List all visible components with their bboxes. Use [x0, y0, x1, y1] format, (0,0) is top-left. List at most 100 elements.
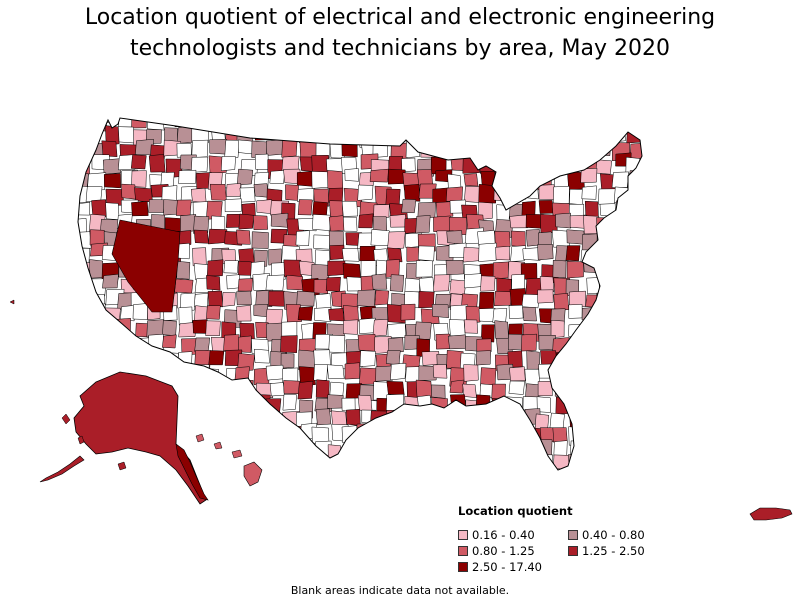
area-region-504 — [596, 292, 613, 308]
area-region-659 — [583, 349, 601, 368]
area-region-231 — [598, 188, 616, 206]
area-region-37 — [612, 118, 627, 134]
area-region-178 — [387, 168, 406, 185]
area-region-150 — [550, 159, 569, 174]
legend-title: Location quotient — [458, 504, 573, 518]
area-region-195 — [642, 175, 657, 189]
area-region-112 — [568, 144, 587, 161]
area-region-140 — [401, 157, 416, 173]
area-region-109 — [524, 139, 540, 158]
area-region-468 — [646, 278, 661, 294]
area-region-856 — [612, 425, 629, 440]
area-region-544 — [611, 305, 630, 323]
area-region-35 — [585, 118, 603, 129]
area-region-9 — [194, 118, 213, 128]
area-region-297 — [415, 215, 431, 234]
area-region-622 — [616, 339, 633, 357]
area-region-168 — [236, 168, 254, 186]
area-region-251 — [312, 201, 328, 217]
area-region-685 — [390, 363, 407, 381]
area-region-664 — [78, 365, 90, 382]
area-region-716 — [269, 382, 285, 397]
area-region-974 — [631, 473, 647, 491]
area-region-964 — [476, 470, 493, 486]
area-region-778 — [611, 395, 630, 414]
area-region-199 — [121, 183, 136, 200]
area-region-180 — [416, 169, 434, 186]
area-region-52 — [254, 125, 271, 141]
area-region-819 — [643, 409, 658, 423]
area-region-39 — [641, 118, 642, 130]
area-region-818 — [630, 409, 642, 424]
area-region-727 — [431, 384, 446, 399]
area-region-573 — [463, 319, 479, 334]
area-region-765 — [417, 395, 432, 410]
area-region-22 — [386, 118, 401, 125]
area-region-388 — [610, 247, 625, 264]
area-region-97 — [341, 140, 358, 158]
area-region-636 — [237, 353, 255, 372]
area-region-543 — [601, 303, 619, 318]
area-region-808 — [476, 411, 493, 428]
area-region-508 — [78, 306, 95, 322]
area-region-952 — [301, 473, 319, 487]
area-region-858 — [644, 427, 659, 443]
area-region-389 — [627, 247, 642, 264]
area-region-587 — [89, 339, 105, 355]
area-region-817 — [612, 411, 629, 426]
area-region-310 — [613, 218, 627, 234]
area-region-427 — [615, 262, 631, 277]
area-region-480 — [236, 290, 252, 306]
area-region-600 — [280, 335, 298, 353]
area-region-852 — [552, 427, 568, 443]
area-region-175 — [344, 168, 359, 182]
area-region-78 — [643, 125, 657, 140]
area-region-853 — [568, 426, 584, 446]
area-region-672 — [192, 364, 210, 378]
area-region-419 — [492, 261, 509, 279]
area-region-712 — [208, 380, 225, 395]
area-region-777 — [599, 397, 618, 413]
area-region-690 — [463, 364, 479, 382]
area-region-65 — [448, 125, 466, 139]
area-region-423 — [552, 259, 567, 279]
area-region-935 — [627, 454, 642, 470]
area-region-632 — [177, 351, 193, 370]
area-region-58 — [341, 127, 358, 145]
area-region-922 — [434, 458, 452, 470]
area-region-897 — [640, 439, 642, 456]
area-region-130 — [254, 153, 269, 171]
area-region-925 — [476, 459, 495, 470]
area-region-523 — [297, 306, 314, 321]
legend-swatch — [568, 530, 578, 540]
area-region-893 — [585, 438, 602, 455]
area-region-497 — [494, 290, 512, 307]
area-region-534 — [465, 305, 481, 324]
area-region-541 — [568, 304, 583, 319]
area-region-963 — [463, 475, 477, 492]
area-region-670 — [163, 365, 180, 380]
area-region-524 — [314, 307, 332, 322]
area-region-1 — [78, 118, 87, 127]
legend-label: 0.16 - 0.40 — [472, 528, 535, 542]
area-region-174 — [327, 170, 344, 189]
area-region-780 — [640, 397, 642, 413]
area-region-369 — [329, 244, 345, 260]
area-region-776 — [583, 393, 600, 412]
area-region-444 — [286, 274, 304, 291]
area-region-761 — [357, 394, 373, 411]
alaska-island-4 — [9, 299, 15, 305]
area-region-522 — [285, 303, 302, 323]
area-region-589 — [116, 337, 131, 353]
area-region-282 — [193, 215, 210, 234]
area-region-537 — [508, 304, 524, 319]
legend-swatch — [458, 546, 468, 556]
area-region-379 — [478, 242, 497, 262]
area-region-117 — [644, 144, 658, 159]
area-region-967 — [521, 469, 535, 470]
area-region-876 — [327, 444, 342, 464]
area-region-164 — [178, 169, 197, 185]
area-region-697 — [569, 366, 585, 383]
area-region-921 — [417, 457, 434, 470]
area-region-114 — [595, 141, 611, 156]
